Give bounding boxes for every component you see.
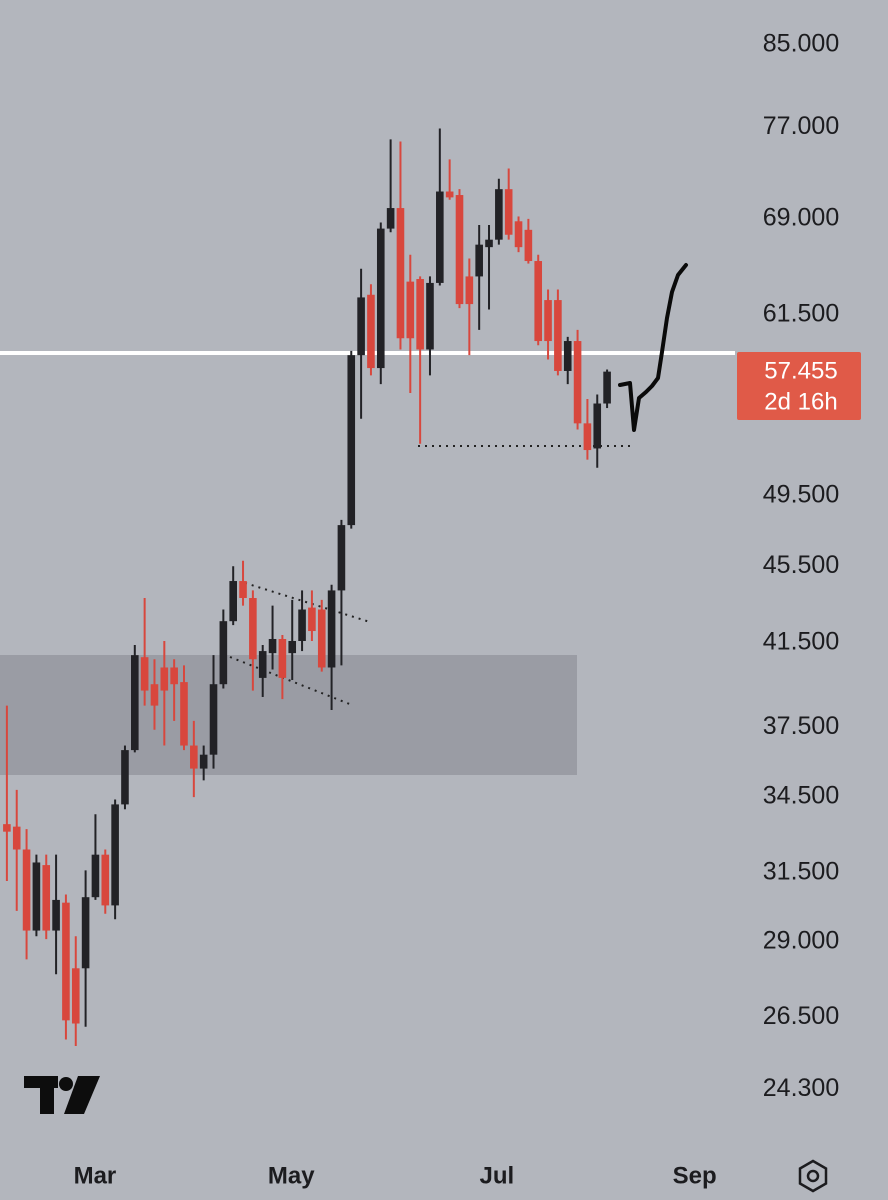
- last-price: 57.455: [764, 357, 837, 384]
- candle-body: [180, 682, 188, 746]
- candle-body: [386, 208, 395, 229]
- candle-body: [504, 189, 513, 235]
- y-tick-label: 26.500: [763, 1002, 839, 1030]
- y-tick-label: 31.500: [763, 858, 839, 886]
- y-tick-label: 29.000: [763, 927, 839, 955]
- settings-icon[interactable]: [798, 1159, 828, 1193]
- zone: [0, 655, 577, 775]
- candle-body: [445, 191, 454, 198]
- x-tick-label: May: [268, 1162, 315, 1189]
- candle-body: [603, 371, 611, 404]
- candle-body: [140, 657, 149, 691]
- candle-body: [593, 403, 602, 449]
- y-tick-label: 85.000: [763, 30, 839, 58]
- candle-body: [514, 221, 523, 248]
- countdown: 2d 16h: [764, 388, 837, 415]
- candle-body: [52, 899, 60, 931]
- y-tick-label: 49.500: [763, 481, 839, 509]
- candle-body: [327, 590, 336, 668]
- candle-body: [465, 276, 474, 305]
- candle-body: [199, 754, 208, 769]
- candle-body: [455, 195, 464, 305]
- candle-body: [229, 581, 237, 622]
- candle-body: [426, 282, 434, 350]
- y-tick-label: 45.500: [763, 551, 839, 579]
- price-label: [737, 352, 861, 420]
- y-tick-label: 34.500: [763, 782, 839, 810]
- candle-body: [495, 189, 503, 240]
- candle-body: [357, 297, 365, 356]
- y-tick-label: 41.500: [763, 628, 839, 656]
- candle-body: [573, 341, 582, 424]
- candle-body: [71, 968, 80, 1024]
- y-tick-label: 61.500: [763, 299, 839, 327]
- y-tick-label: 24.300: [763, 1074, 839, 1102]
- candle-body: [249, 598, 257, 660]
- candle-body: [160, 667, 169, 691]
- y-tick-label: 37.500: [763, 712, 839, 740]
- candle-body: [298, 609, 306, 641]
- candle-body: [150, 684, 159, 706]
- candle-body: [485, 239, 493, 248]
- candle-body: [239, 581, 247, 599]
- drawing: [618, 263, 688, 432]
- candle-body: [544, 300, 552, 342]
- candle-body: [416, 279, 424, 350]
- candle-body: [62, 902, 70, 1021]
- candle-body: [42, 865, 51, 931]
- y-tick-label: 69.000: [763, 203, 839, 231]
- candle-body: [91, 854, 100, 898]
- candle-body: [583, 423, 592, 451]
- candle-body: [268, 638, 277, 654]
- candle-body: [101, 854, 110, 906]
- logo-part: [64, 1076, 100, 1114]
- candle-body: [317, 609, 326, 668]
- trend-line: [229, 656, 353, 706]
- settings-dot[interactable]: [806, 1169, 820, 1183]
- candle-body: [32, 862, 41, 931]
- settings-hex[interactable]: [798, 1159, 828, 1193]
- x-tick-label: Mar: [74, 1162, 117, 1189]
- candles: [3, 128, 611, 1047]
- candle-body: [436, 191, 444, 283]
- candle-body: [554, 300, 562, 371]
- x-tick-label: Sep: [673, 1162, 717, 1189]
- candle-body: [308, 607, 316, 632]
- logo: [24, 1076, 100, 1114]
- candle-body: [396, 208, 405, 339]
- candle-body: [258, 651, 267, 678]
- candle-body: [3, 824, 11, 832]
- candle-body: [524, 229, 533, 262]
- logo-part: [40, 1076, 54, 1114]
- candle-body: [190, 745, 198, 769]
- candle-body: [347, 355, 356, 526]
- x-tick-label: Jul: [480, 1162, 515, 1189]
- candle-body: [337, 525, 346, 591]
- candle-body: [376, 228, 385, 369]
- candle-body: [288, 640, 297, 654]
- candle-body: [367, 294, 375, 369]
- candle-body: [170, 667, 178, 685]
- candle-body: [121, 750, 129, 805]
- candle-body: [219, 621, 228, 685]
- trend-line: [244, 582, 371, 623]
- candle-body: [209, 684, 218, 755]
- candle-body: [534, 261, 543, 342]
- candle-body: [81, 897, 90, 969]
- candle-body: [130, 655, 139, 751]
- logo-part: [59, 1077, 73, 1091]
- candle-body: [278, 638, 287, 678]
- candle-body: [563, 341, 572, 371]
- candle-body: [12, 826, 21, 850]
- candle-body: [22, 849, 31, 931]
- candle-body: [111, 804, 119, 906]
- candle-body: [406, 281, 415, 339]
- candle-body: [475, 244, 483, 277]
- y-tick-label: 77.000: [763, 112, 839, 140]
